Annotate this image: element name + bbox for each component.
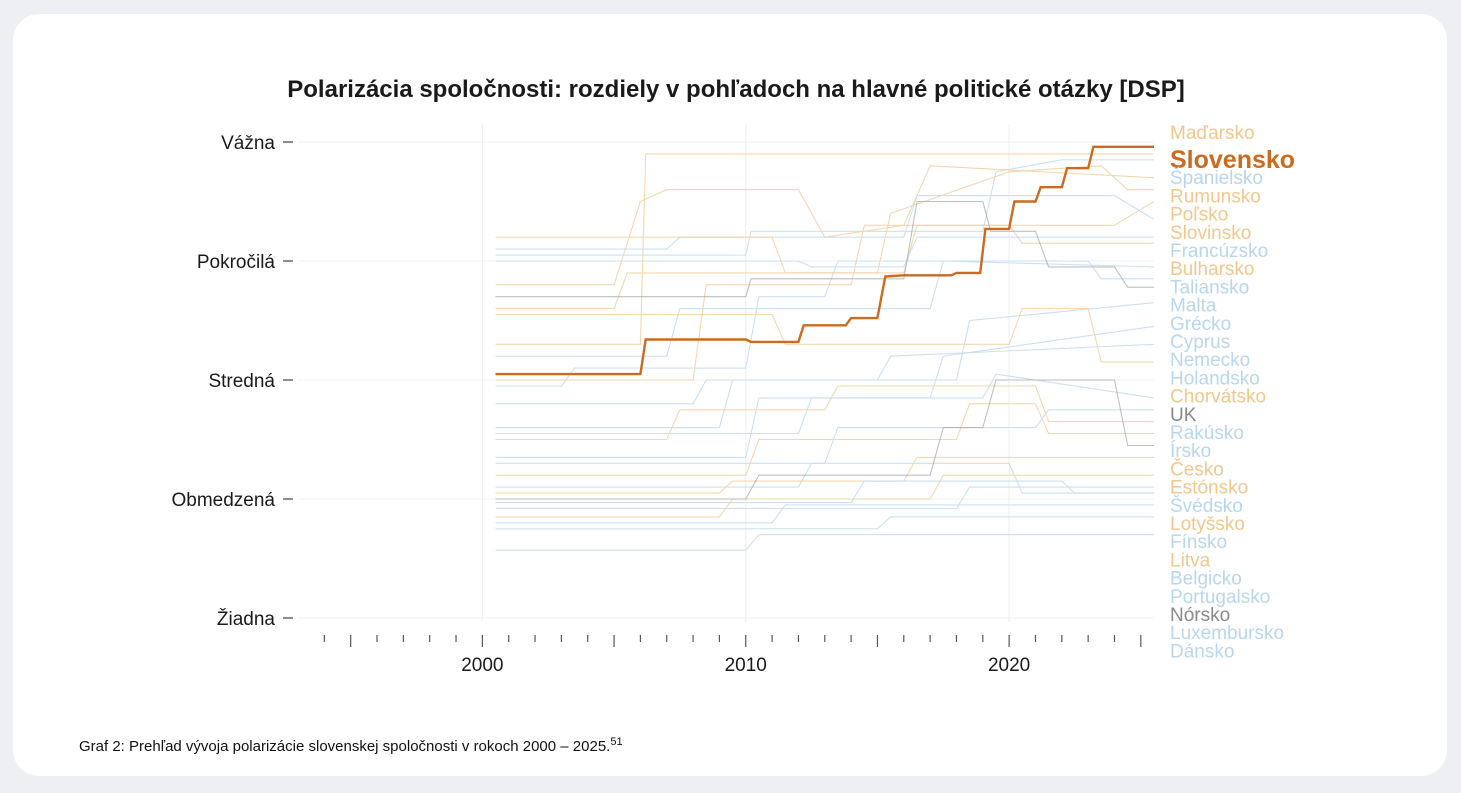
series-line-nemecko: [495, 325, 1155, 458]
series-label: Grécko: [1170, 314, 1231, 335]
chart-title: Polarizácia spoločnosti: rozdiely v pohľ…: [287, 76, 1184, 103]
x-axis: 2000 2010 2020: [323, 635, 1142, 676]
y-tick-label: Žiadna: [217, 608, 276, 630]
series-line-nórsko: [495, 379, 1154, 500]
series-label: Írsko: [1170, 441, 1211, 462]
series-label: Fínsko: [1170, 532, 1227, 553]
series-label: Nórsko: [1170, 605, 1230, 626]
series-line-luxembursko: [495, 516, 1154, 530]
series-label: Estónsko: [1170, 478, 1248, 499]
series-line-litva: [495, 474, 1154, 518]
series-label: Rakúsko: [1170, 423, 1244, 444]
series-line-taliansko: [495, 236, 1154, 268]
series-label: Chorvátsko: [1170, 387, 1266, 408]
grid: [298, 124, 1154, 622]
y-tick-label: Obmedzená: [171, 490, 275, 511]
series-line-portugalsko: [495, 504, 1154, 524]
series-lines: [495, 145, 1155, 551]
series-line-dánsko: [495, 534, 1154, 551]
series-line-rumunsko: [495, 165, 1155, 286]
y-tick-label: Vážna: [221, 133, 275, 154]
y-tick-label: Stredná: [208, 371, 275, 392]
x-tick-label: 2010: [725, 655, 767, 676]
series-label: Česko: [1170, 458, 1224, 480]
caption-text: Graf 2: Prehľad vývoja polarizácie slove…: [79, 738, 611, 755]
series-label: Taliansko: [1170, 277, 1249, 298]
series-label: Švédsko: [1170, 495, 1243, 517]
series-line-slovinsko: [495, 201, 1155, 381]
series-label: Rumunsko: [1170, 186, 1261, 207]
series-line-bulharsko: [495, 224, 1154, 274]
series-label: Litva: [1170, 550, 1211, 571]
series-line-česko: [495, 385, 1154, 441]
series-label: Španielsko: [1170, 167, 1263, 189]
series-line-rakúsko: [495, 373, 1155, 435]
series-labels: MaďarskoSlovenskoŠpanielskoRumunskoPoľsk…: [1170, 123, 1295, 662]
series-line-švédsko: [495, 462, 1154, 494]
series-label: Poľsko: [1170, 205, 1228, 226]
series-line-malta: [495, 260, 1155, 357]
series-label: Francúzsko: [1170, 241, 1268, 262]
x-tick-label: 2000: [461, 655, 503, 676]
series-label: Bulharsko: [1170, 259, 1255, 280]
series-line-chorvátsko: [495, 308, 1154, 363]
series-line-holandsko: [495, 343, 1155, 405]
series-line-španielsko: [495, 159, 1154, 256]
series-line-lotyšsko: [495, 456, 1154, 494]
series-label: Dánsko: [1170, 641, 1234, 662]
series-line-grécko: [495, 260, 1154, 387]
series-label: Luxembursko: [1170, 623, 1284, 644]
series-label: UK: [1170, 405, 1197, 426]
series-label: Nemecko: [1170, 350, 1250, 371]
figure-caption: Graf 2: Prehľad vývoja polarizácie slove…: [79, 736, 623, 755]
series-line-írsko: [495, 409, 1154, 464]
y-axis: Žiadna Obmedzená Stredná Pokročilá Vážna: [171, 133, 293, 630]
series-line-estónsko: [495, 403, 1154, 476]
series-label: Cyprus: [1170, 332, 1230, 353]
series-label: Lotyšsko: [1170, 514, 1245, 535]
series-line-uk: [495, 200, 1154, 298]
series-label: Portugalsko: [1170, 587, 1270, 608]
series-label: Holandsko: [1170, 368, 1260, 389]
caption-footnote: 51: [610, 736, 623, 748]
series-line-belgicko: [495, 486, 1154, 510]
series-label: Slovensko: [1170, 146, 1295, 174]
series-label: Belgicko: [1170, 569, 1242, 590]
polarization-chart: Polarizácia spoločnosti: rozdiely v pohľ…: [171, 76, 1295, 676]
chart-card: Polarizácia spoločnosti: rozdiely v pohľ…: [13, 14, 1447, 776]
series-label: Maďarsko: [1170, 123, 1255, 144]
series-line-francúzsko: [495, 195, 1155, 250]
series-line-fínsko: [495, 480, 1154, 504]
x-tick-label: 2020: [988, 655, 1030, 676]
y-tick-label: Pokročilá: [197, 252, 276, 273]
series-label: Malta: [1170, 296, 1217, 317]
series-line-slovensko: [495, 145, 1154, 376]
series-label: Slovinsko: [1170, 223, 1251, 244]
